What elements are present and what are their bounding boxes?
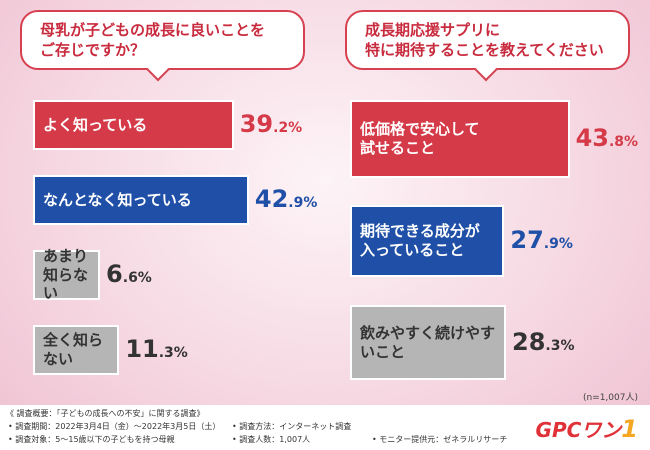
left-bar-label-2-line-0: あまり知らない — [43, 246, 89, 303]
survey-summary: 《 調査概要：「子どもの成長への不安」に関する調査》 — [6, 409, 205, 418]
logo-text: GPCワン — [535, 418, 622, 442]
right-bar-label-1: 期待できる成分が 入っていること — [360, 222, 480, 260]
left-bar-0: よく知っている — [33, 100, 234, 150]
left-bar-label-3: 全く知らない — [43, 331, 117, 369]
right-bar-label-2: 飲みやすく続けやすいこと — [360, 324, 504, 362]
right-value-2: 28.3% — [512, 327, 575, 356]
right-value-0: 43.8% — [575, 124, 639, 152]
survey-count: • 調査人数：1,007人 — [232, 435, 311, 444]
left-bar-label-3-line-0: 全く知らない — [43, 331, 104, 368]
right-bar-2: 飲みやすく続けやすいこと — [350, 305, 507, 380]
left-bar-label-0: よく知っている — [43, 116, 147, 135]
survey-method: • 調査方法：インターネット調査 — [232, 422, 352, 431]
left-bar-2: あまり知らない — [33, 247, 101, 303]
right-bar-label-1-line-1: 入っていること — [360, 241, 465, 259]
left-question-line-1: 母乳が子どもの成長に良いことを — [40, 20, 266, 39]
left-value-3: 11.3% — [125, 335, 188, 363]
left-bar-label-2: あまり知らない — [43, 247, 98, 303]
right-bar-label-0-line-1: 試せること — [360, 139, 436, 157]
survey-target: • 調査対象：5～15歳以下の子どもを持つ母親 — [8, 435, 175, 444]
left-question-line-2: ご存じですか？ — [40, 41, 146, 59]
right-bar-label-0: 低価格で安心して 試せること — [360, 120, 480, 158]
right-bar-1: 期待できる成分が 入っていること — [350, 205, 505, 277]
left-value-0: 39.2% — [239, 110, 303, 138]
survey-provider: • モニター提供元：ゼネラルリサーチ — [372, 435, 508, 444]
gpc-logo: GPCワン1 — [536, 414, 638, 443]
left-bar-3: 全く知らない — [33, 325, 120, 375]
survey-footer: 《 調査概要：「子どもの成長への不安」に関する調査》 • 調査期間：2022年3… — [0, 405, 650, 450]
logo-mark: 1 — [621, 415, 638, 443]
left-value-2: 6.6% — [106, 260, 152, 288]
left-bar-label-0-line-0: よく知っている — [43, 115, 148, 134]
sample-size: (n=1,007人) — [582, 393, 638, 403]
right-question-line-2: 特に期待することを教えてください — [365, 41, 604, 59]
right-bar-0: 低価格で安心して 試せること — [350, 100, 570, 178]
left-bar-label-1: なんとなく知っている — [43, 191, 192, 210]
right-bar-label-0-line-0: 低価格で安心して — [360, 120, 480, 139]
right-value-1: 27.9% — [510, 226, 573, 254]
survey-period: • 調査期間：2022年3月4日（金）～2022年3月5日（土） — [8, 422, 221, 431]
left-question-bubble: 母乳が子どもの成長に良いことを ご存じですか？ — [20, 10, 305, 70]
right-bar-label-1-line-0: 期待できる成分が — [360, 222, 480, 241]
left-value-1: 42.9% — [254, 185, 318, 213]
left-bar-1: なんとなく知っている — [33, 175, 249, 225]
right-bar-label-2-line-0: 飲みやすく続けやすいこと — [360, 323, 496, 361]
right-question-line-1: 成長期応援サプリに — [365, 20, 501, 39]
left-bar-label-1-line-0: なんとなく知っている — [43, 190, 192, 209]
